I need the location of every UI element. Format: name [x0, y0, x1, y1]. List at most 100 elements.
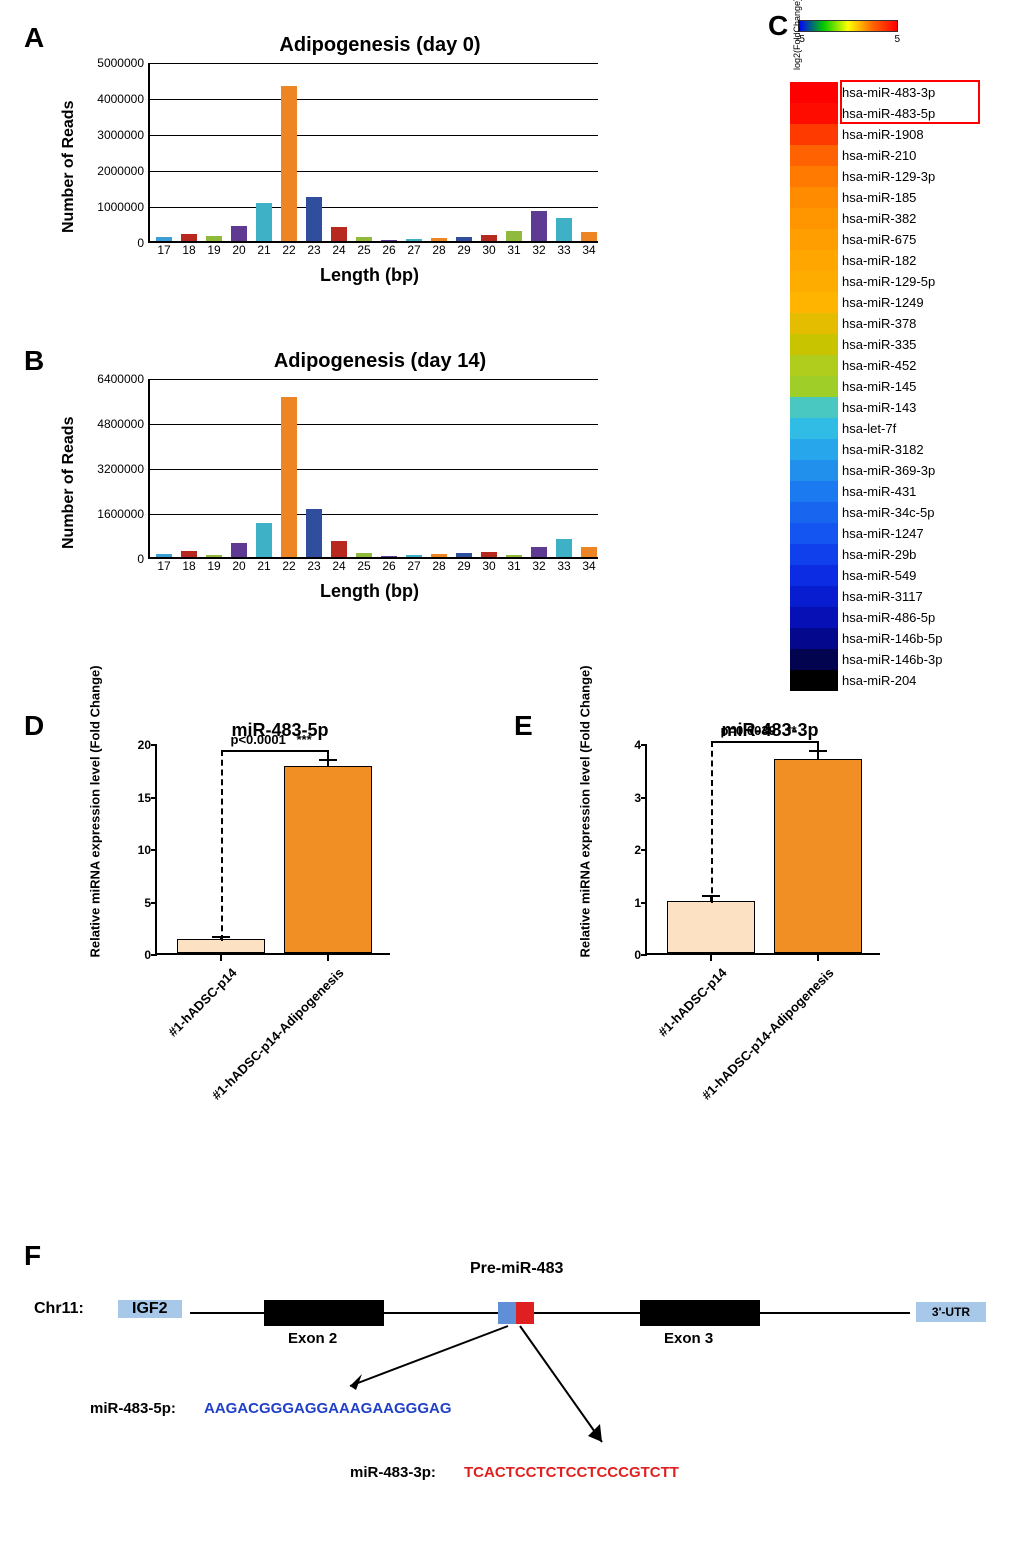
bar — [381, 240, 397, 241]
y-tick: 1 — [634, 896, 641, 910]
heatmap-label: hsa-miR-369-3p — [842, 463, 935, 478]
chr-label: Chr11: — [34, 1300, 84, 1318]
heatmap-label: hsa-miR-34c-5p — [842, 505, 934, 520]
gridline — [150, 63, 598, 64]
heatmap-row: hsa-miR-34c-5p — [790, 502, 1000, 523]
heatmap-swatch — [790, 376, 838, 397]
heatmap-row: hsa-miR-1247 — [790, 523, 1000, 544]
gridline — [150, 207, 598, 208]
heatmap-swatch — [790, 124, 838, 145]
heatmap-swatch — [790, 208, 838, 229]
bar — [406, 555, 422, 557]
x-tick: 17 — [157, 559, 170, 573]
chart-a-plot: 0100000020000003000000400000050000001718… — [148, 63, 598, 243]
y-tick: 4 — [634, 738, 641, 752]
heatmap-swatch — [790, 523, 838, 544]
heatmap-swatch — [790, 607, 838, 628]
chart-a-title: Adipogenesis (day 0) — [130, 34, 630, 57]
heatmap-label: hsa-miR-3182 — [842, 442, 924, 457]
heatmap-swatch — [790, 481, 838, 502]
bar — [481, 552, 497, 557]
significance-dash — [221, 750, 223, 942]
heatmap-row: hsa-miR-486-5p — [790, 607, 1000, 628]
heatmap-label: hsa-miR-146b-5p — [842, 631, 942, 646]
x-tick: 28 — [432, 243, 445, 257]
heatmap-swatch — [790, 649, 838, 670]
chart-b: Adipogenesis (day 14) Number of Reads 01… — [70, 350, 630, 559]
heatmap-row: hsa-miR-129-3p — [790, 166, 1000, 187]
heatmap-label: hsa-miR-378 — [842, 316, 916, 331]
heatmap-label: hsa-miR-204 — [842, 673, 916, 688]
pre-mir-label: Pre-miR-483 — [470, 1260, 563, 1278]
y-tick-mark — [151, 744, 157, 746]
y-tick-mark — [151, 797, 157, 799]
bar — [181, 234, 197, 241]
x-tick-mark — [327, 955, 329, 961]
significance-dash — [711, 741, 713, 903]
x-tick: 30 — [482, 559, 495, 573]
heatmap-scale-title: log2(FoldChange) — [792, 0, 802, 70]
bar — [306, 509, 322, 557]
heatmap-scale-max: 5 — [894, 34, 900, 45]
bar — [531, 211, 547, 241]
x-tick: 34 — [582, 559, 595, 573]
gridline — [150, 171, 598, 172]
bar — [156, 237, 172, 241]
chart-a-ylabel: Number of Reads — [60, 101, 78, 233]
x-tick: 18 — [182, 243, 195, 257]
x-tick: 22 — [282, 559, 295, 573]
chart-a: Adipogenesis (day 0) Number of Reads 010… — [70, 34, 630, 243]
x-tick: 20 — [232, 243, 245, 257]
heatmap-swatch — [790, 355, 838, 376]
bar — [281, 397, 297, 557]
heatmap-row: hsa-miR-369-3p — [790, 460, 1000, 481]
bar — [456, 553, 472, 557]
arrow-3p — [490, 1324, 690, 1464]
bar — [331, 541, 347, 557]
seq-3p-label: miR-483-3p: — [350, 1464, 436, 1481]
y-tick-mark — [641, 849, 647, 851]
y-tick-mark — [151, 902, 157, 904]
heatmap-row: hsa-miR-431 — [790, 481, 1000, 502]
heatmap-label: hsa-miR-1249 — [842, 295, 924, 310]
exon3-box — [640, 1300, 760, 1326]
x-tick: 27 — [407, 559, 420, 573]
heatmap-label: hsa-miR-486-5p — [842, 610, 935, 625]
bar — [331, 227, 347, 241]
heatmap-swatch — [790, 103, 838, 124]
heatmap-label: hsa-miR-143 — [842, 400, 916, 415]
bar — [177, 939, 265, 953]
gridline — [150, 514, 598, 515]
heatmap-row: hsa-let-7f — [790, 418, 1000, 439]
heatmap-row: hsa-miR-378 — [790, 313, 1000, 334]
x-tick: 33 — [557, 243, 570, 257]
y-tick: 0 — [634, 948, 641, 962]
y-tick: 5000000 — [97, 56, 144, 70]
heatmap-label: hsa-miR-1247 — [842, 526, 924, 541]
significance-line — [711, 741, 819, 743]
y-tick-mark — [151, 849, 157, 851]
bar — [406, 239, 422, 241]
x-tick-mark — [710, 955, 712, 961]
x-tick: 27 — [407, 243, 420, 257]
y-tick: 0 — [137, 236, 144, 250]
heatmap-swatch — [790, 187, 838, 208]
x-tick: 19 — [207, 559, 220, 573]
bar — [774, 759, 862, 953]
heatmap-label: hsa-miR-675 — [842, 232, 916, 247]
heatmap-swatch — [790, 145, 838, 166]
y-tick: 1000000 — [97, 200, 144, 214]
bar — [231, 543, 247, 557]
chart-d-ylabel: Relative miRNA expression level (Fold Ch… — [88, 748, 103, 958]
y-tick: 3 — [634, 791, 641, 805]
seq-3p: TCACTCCTCTCCTCCCGTCTT — [464, 1464, 679, 1481]
heatmap-label: hsa-miR-382 — [842, 211, 916, 226]
bar — [581, 232, 597, 241]
bar — [581, 547, 597, 557]
bar — [256, 203, 272, 241]
y-tick: 4800000 — [97, 417, 144, 431]
chart-e-ylabel: Relative miRNA expression level (Fold Ch… — [578, 748, 593, 958]
significance-line — [221, 750, 329, 752]
x-tick: 32 — [532, 243, 545, 257]
heatmap-swatch — [790, 439, 838, 460]
